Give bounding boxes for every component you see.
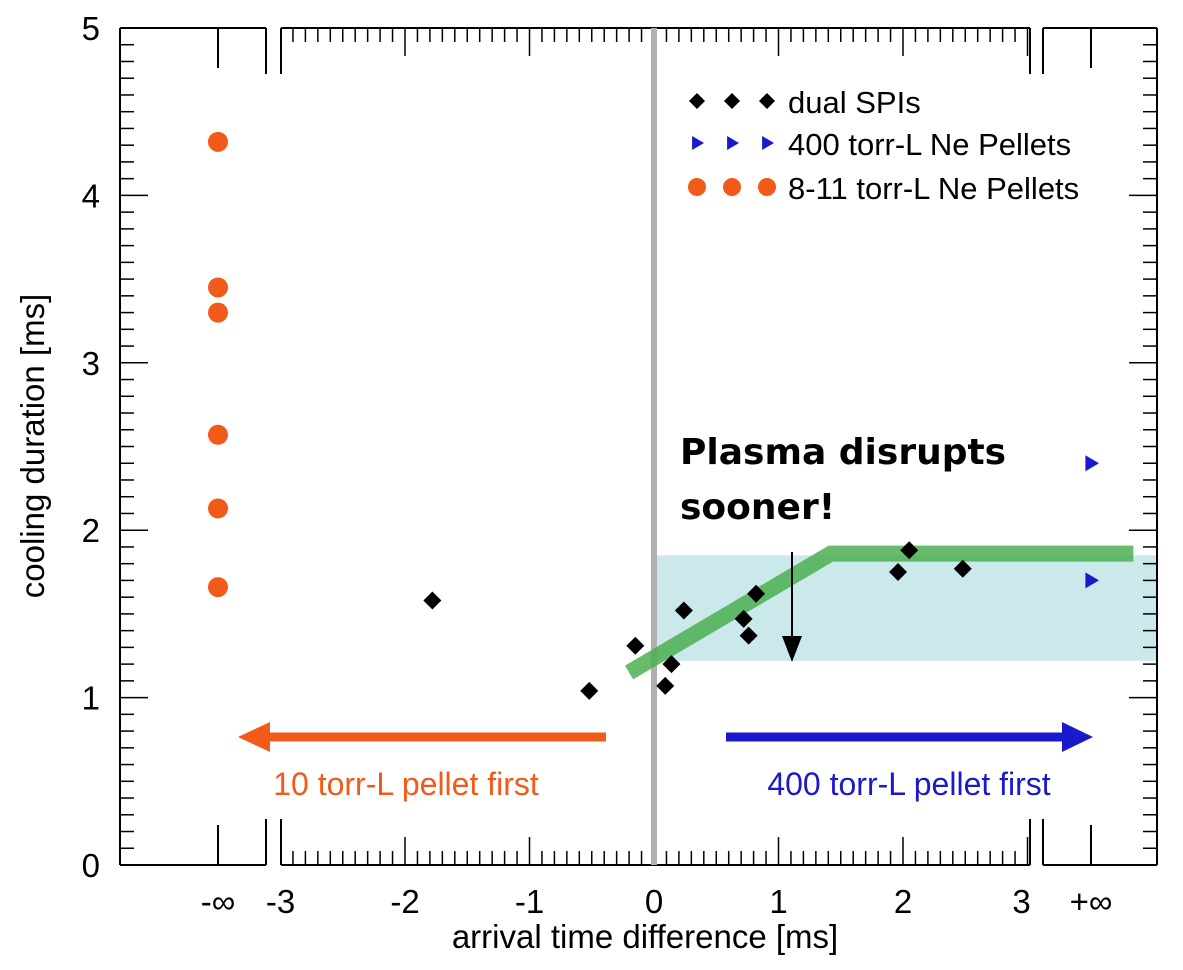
ne400-point [1085, 572, 1099, 589]
legend-marker [692, 136, 704, 150]
right-arrow-head [1062, 722, 1093, 752]
tick-labels: 0 1 2 3 4 5 -∞ -3 -2 -1 0 1 2 3 +∞ [82, 10, 1113, 920]
legend: dual SPIs 400 torr-L Ne Pellets 8-11 torr-… [688, 85, 1079, 206]
right-arrow-label: 400 torr-L pellet first [767, 766, 1050, 802]
x-tick-label: -1 [515, 883, 544, 920]
trend-line [625, 545, 1134, 680]
ne8-11-point [208, 424, 228, 445]
tick-marks [120, 27, 1157, 866]
y-tick-label: 1 [82, 680, 100, 717]
dual-spi-point [626, 636, 645, 655]
dual-spi-point [747, 584, 766, 603]
legend-label: 8-11 torr-L Ne Pellets [788, 171, 1079, 206]
dual-spi-point [889, 563, 908, 582]
annotations: Plasma disrupts sooner! 10 torr-L pellet f… [238, 432, 1093, 802]
ne8-11-point [208, 302, 228, 323]
x-tick-label: -∞ [201, 883, 236, 920]
legend-marker [688, 178, 706, 196]
legend-marker [724, 93, 740, 109]
x-tick-label: 3 [1012, 883, 1030, 920]
legend-label: dual SPIs [788, 85, 921, 120]
legend-marker [759, 93, 775, 109]
disrupt-annotation: sooner! [680, 487, 835, 528]
legend-label: 400 torr-L Ne Pellets [788, 127, 1071, 162]
x-tick-label: 2 [894, 883, 912, 920]
x-tick-label: +∞ [1070, 883, 1113, 920]
ne8-11-point [208, 131, 228, 152]
legend-marker [723, 178, 741, 196]
ne8-11-point [208, 577, 228, 598]
dual-spi-point [734, 609, 753, 628]
legend-marker [758, 178, 776, 196]
dual-spi-point [656, 676, 675, 695]
y-tick-label: 3 [82, 345, 100, 382]
trend-line-layer [625, 545, 1134, 680]
disrupt-arrow-head [782, 636, 802, 662]
dual-spi-point [580, 681, 599, 700]
ne8-11-point [208, 498, 228, 519]
x-tick-label: -3 [266, 883, 295, 920]
data-points [208, 131, 1099, 700]
x-axis-title: arrival time difference [ms] [452, 918, 838, 955]
y-tick-label: 0 [82, 847, 100, 884]
dual-spi-point [423, 591, 442, 610]
y-tick-label: 4 [82, 177, 100, 214]
legend-marker [762, 136, 774, 150]
dual-spi-point [662, 655, 681, 674]
legend-marker [689, 93, 705, 109]
x-tick-label: -2 [390, 883, 419, 920]
disrupt-annotation: Plasma disrupts [680, 432, 1006, 473]
dual-spi-point [674, 601, 693, 620]
ne400-point [1085, 455, 1099, 472]
dual-spi-point [900, 541, 919, 560]
x-tick-label: 0 [645, 883, 663, 920]
dual-spi-point [953, 559, 972, 578]
legend-marker [727, 136, 739, 150]
left-arrow-label: 10 torr-L pellet first [273, 766, 539, 802]
x-tick-label: 1 [769, 883, 787, 920]
ne8-11-point [208, 277, 228, 298]
y-axis-title: cooling duration [ms] [14, 294, 51, 599]
left-arrow-head [238, 722, 270, 752]
y-tick-label: 5 [82, 10, 100, 47]
y-tick-label: 2 [82, 512, 100, 549]
dual-spi-point [739, 626, 758, 645]
